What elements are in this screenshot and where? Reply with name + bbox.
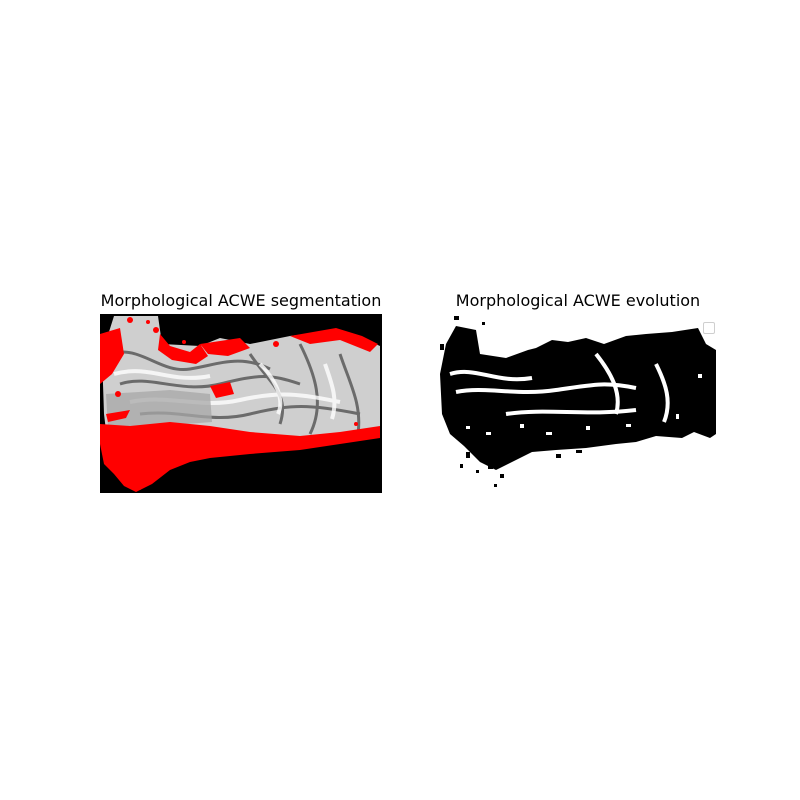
contour-speckles [115, 317, 358, 467]
legend-box [703, 322, 715, 334]
mask-white-speckles [466, 374, 702, 435]
evolution-image [436, 314, 720, 493]
mask-gaps [449, 340, 670, 423]
gray-band [106, 390, 212, 428]
right-panel-title: Morphological ACWE evolution [455, 291, 701, 310]
contour-overlay [100, 328, 380, 492]
left-panel-title: Morphological ACWE segmentation [100, 291, 382, 310]
mask-region [440, 326, 716, 470]
evolution-image-svg [440, 316, 716, 487]
mask-speckles [440, 316, 582, 487]
segmentation-image [100, 314, 382, 493]
segmentation-image-svg [100, 316, 380, 492]
